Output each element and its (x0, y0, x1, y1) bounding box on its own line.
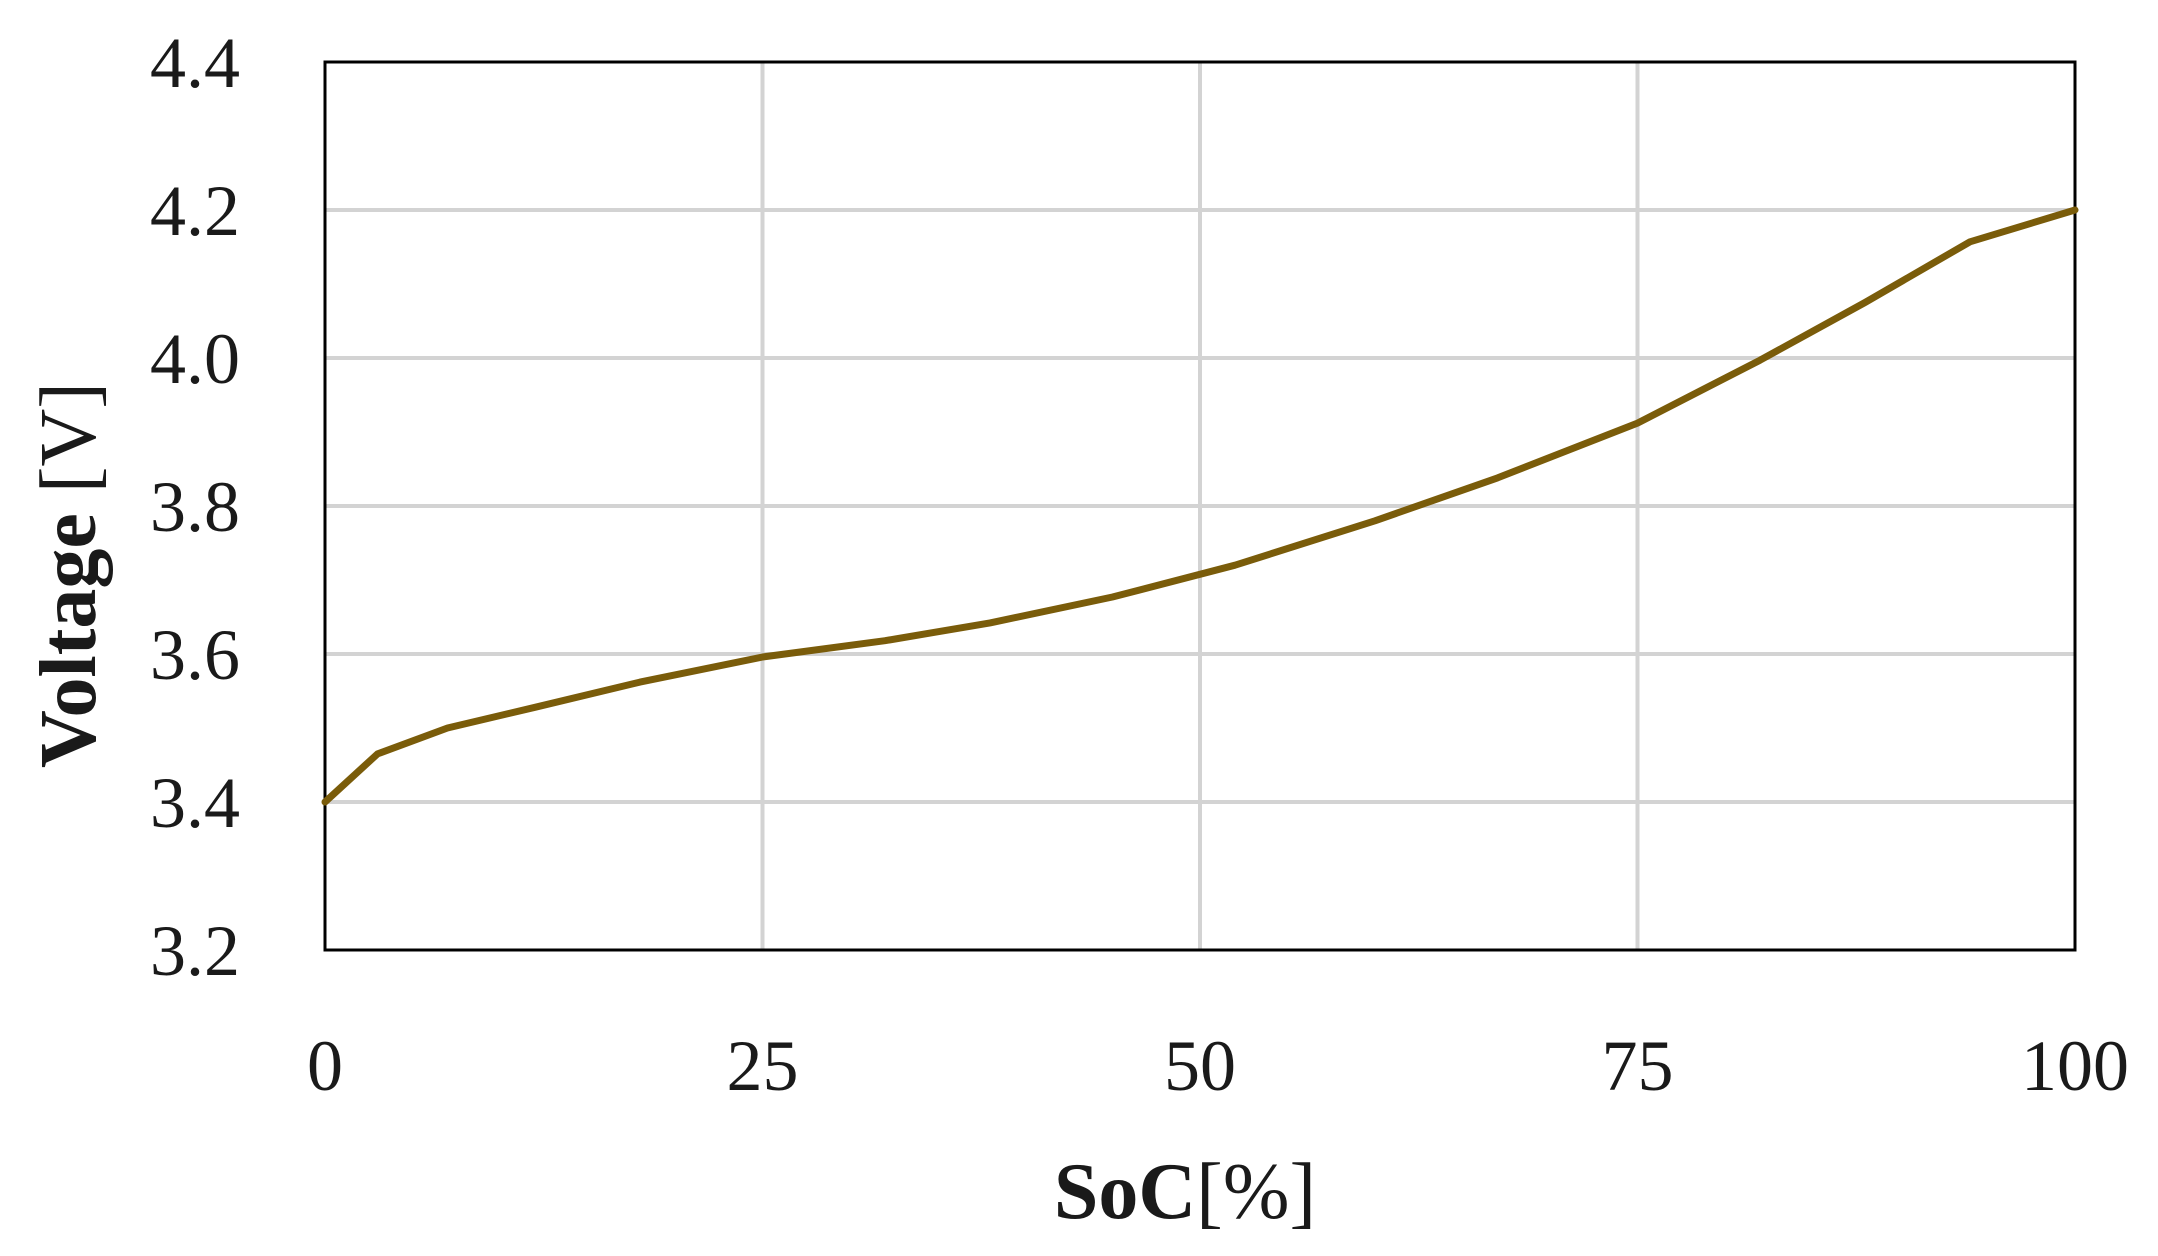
x-tick-label: 25 (727, 1026, 799, 1106)
grid (325, 62, 2075, 950)
x-tick-label: 100 (2021, 1026, 2129, 1106)
y-tick-label: 3.2 (150, 911, 240, 991)
y-axis-title: Voltage [V] (25, 382, 113, 768)
x-tick-label: 75 (1602, 1026, 1674, 1106)
y-tick-label: 4.0 (150, 319, 240, 399)
x-axis-title: SoC[%] (1054, 1148, 1316, 1236)
plot-frame (323, 60, 2077, 952)
y-axis-ticks: 3.2 3.4 3.6 3.8 4.0 4.2 4.4 (150, 23, 240, 991)
voltage-curve (321, 206, 2079, 806)
series-layer (321, 206, 2079, 806)
x-tick-label: 0 (307, 1026, 343, 1106)
x-tick-label: 50 (1164, 1026, 1236, 1106)
y-tick-label: 3.6 (150, 615, 240, 695)
plot-area-border (323, 60, 2077, 952)
y-tick-label: 3.8 (150, 467, 240, 547)
x-axis-ticks: 0 25 50 75 100 (307, 1026, 2129, 1106)
y-tick-label: 3.4 (150, 763, 240, 843)
y-tick-label: 4.4 (150, 23, 240, 103)
y-tick-label: 4.2 (150, 171, 240, 251)
